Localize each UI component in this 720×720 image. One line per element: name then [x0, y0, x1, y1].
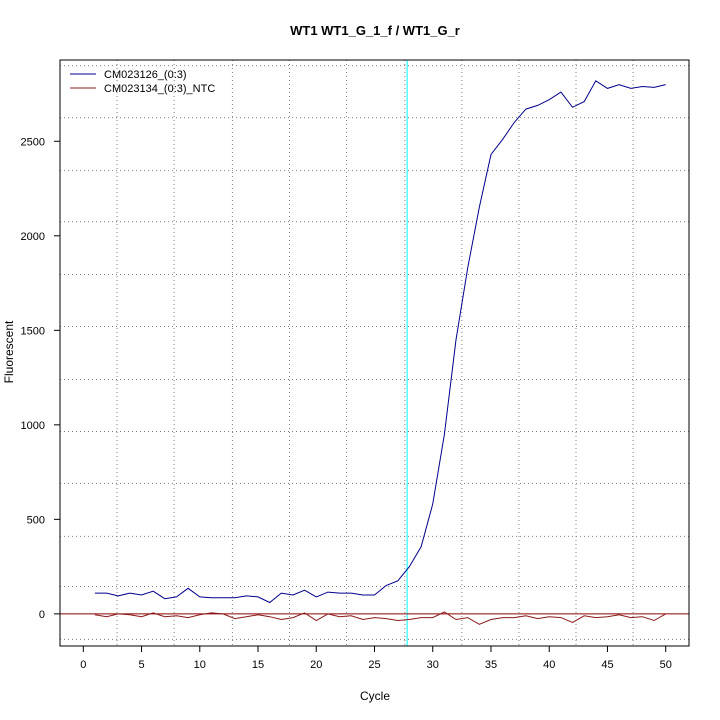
x-tick-label-1: 5: [138, 659, 144, 671]
x-tick-label-8: 40: [543, 659, 555, 671]
y-tick-label-4: 2000: [21, 231, 45, 243]
legend: CM023126_(0:3) CM023134_(0:3)_NTC: [70, 69, 215, 95]
y-tick-label-3: 1500: [21, 325, 45, 337]
y-axis: 0 500 1000 1500 2000 2500: [21, 136, 61, 621]
x-tick-label-5: 25: [368, 659, 380, 671]
series-line-1: [94, 611, 666, 625]
x-tick-label-10: 50: [660, 659, 672, 671]
x-tick-label-4: 20: [310, 659, 322, 671]
x-tick-label-6: 30: [427, 659, 439, 671]
chart-title: WT1 WT1_G_1_f / WT1_G_r: [290, 23, 460, 38]
x-axis-label: Cycle: [360, 689, 390, 703]
x-tick-label-7: 35: [485, 659, 497, 671]
y-axis-label: Fluorescent: [2, 320, 16, 383]
data-series: [94, 80, 666, 625]
y-tick-label-0: 0: [39, 609, 45, 621]
reference-lines: [60, 60, 689, 646]
x-tick-label-9: 45: [601, 659, 613, 671]
x-tick-label-0: 0: [80, 659, 86, 671]
x-tick-label-3: 15: [252, 659, 264, 671]
legend-label-0: CM023126_(0:3): [104, 69, 187, 81]
y-tick-label-1: 500: [27, 514, 45, 526]
legend-label-1: CM023134_(0:3)_NTC: [104, 83, 215, 95]
series-line-0: [94, 80, 666, 604]
y-tick-label-5: 2500: [21, 136, 45, 148]
x-axis: 0 5 10 15 20 25 30 35 40 45 50: [80, 645, 672, 671]
x-tick-label-2: 10: [194, 659, 206, 671]
grid-lines: [60, 60, 689, 646]
y-tick-label-2: 1000: [21, 420, 45, 432]
